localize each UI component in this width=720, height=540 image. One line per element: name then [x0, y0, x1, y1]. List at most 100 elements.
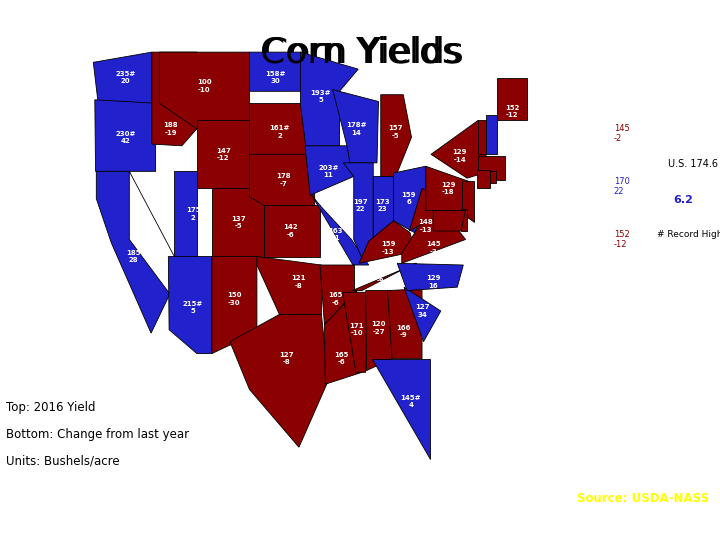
Polygon shape	[394, 166, 426, 233]
Text: 170
22: 170 22	[613, 177, 630, 196]
Polygon shape	[95, 100, 156, 171]
Text: Corn Yields: Corn Yields	[260, 35, 460, 69]
Text: 188
-19: 188 -19	[163, 122, 178, 136]
Polygon shape	[300, 52, 359, 146]
Text: # Record High: # Record High	[657, 230, 720, 239]
Text: 203#
11: 203# 11	[318, 165, 338, 178]
Polygon shape	[305, 146, 354, 195]
Text: 137
-5: 137 -5	[231, 215, 246, 229]
Polygon shape	[312, 195, 369, 265]
Polygon shape	[402, 215, 466, 264]
Polygon shape	[372, 359, 430, 459]
Polygon shape	[212, 256, 257, 354]
Polygon shape	[461, 209, 467, 231]
Text: Source: USDA-NASS: Source: USDA-NASS	[577, 491, 709, 504]
Polygon shape	[343, 163, 373, 256]
Text: U.S. 174.6 #: U.S. 174.6 #	[668, 159, 720, 169]
Polygon shape	[426, 166, 469, 211]
Polygon shape	[486, 115, 497, 154]
Text: 193#
5: 193# 5	[310, 90, 331, 103]
Polygon shape	[477, 170, 490, 188]
Text: 178
-7: 178 -7	[276, 173, 290, 187]
Polygon shape	[387, 289, 422, 359]
Text: 6.2: 6.2	[673, 194, 693, 205]
Text: Top: 2016 Yield: Top: 2016 Yield	[6, 401, 95, 414]
Text: 120
-27: 120 -27	[372, 321, 386, 335]
Text: 147
-12: 147 -12	[216, 147, 230, 161]
Text: 215#
5: 215# 5	[183, 301, 203, 314]
Polygon shape	[249, 154, 315, 205]
Text: 145
-2: 145 -2	[613, 124, 629, 143]
Polygon shape	[174, 171, 197, 256]
Polygon shape	[352, 264, 417, 291]
Text: 142
-6: 142 -6	[284, 224, 298, 238]
Text: 171
-10: 171 -10	[349, 323, 364, 336]
Polygon shape	[462, 181, 474, 222]
Polygon shape	[381, 94, 412, 177]
Text: 152
-12: 152 -12	[613, 230, 629, 249]
Text: Ag Decision Maker: Ag Decision Maker	[564, 526, 709, 540]
Text: 173
23: 173 23	[375, 199, 390, 212]
Polygon shape	[212, 188, 264, 256]
Polygon shape	[478, 156, 505, 180]
Text: 150
-30: 150 -30	[227, 292, 242, 306]
Polygon shape	[478, 120, 486, 154]
Polygon shape	[490, 171, 495, 183]
Polygon shape	[168, 256, 212, 354]
Text: 163
21: 163 21	[328, 228, 343, 241]
Text: 166
-9: 166 -9	[396, 325, 410, 338]
Polygon shape	[343, 292, 368, 372]
Text: 127
34: 127 34	[415, 304, 430, 318]
Text: 127
-8: 127 -8	[279, 352, 294, 366]
Polygon shape	[249, 103, 307, 154]
Polygon shape	[96, 171, 170, 333]
Text: 129
-18: 129 -18	[441, 181, 456, 195]
Text: 185
28: 185 28	[126, 249, 140, 263]
Polygon shape	[152, 52, 197, 146]
Polygon shape	[249, 52, 306, 91]
Polygon shape	[325, 291, 362, 384]
Polygon shape	[230, 314, 328, 447]
Text: 100
-10: 100 -10	[197, 79, 212, 93]
Polygon shape	[373, 177, 394, 243]
Text: 158#
30: 158# 30	[266, 71, 286, 84]
Text: Extension and Outreach/Department of Economics: Extension and Outreach/Department of Eco…	[11, 523, 275, 532]
Polygon shape	[366, 291, 392, 370]
Polygon shape	[264, 205, 320, 256]
Polygon shape	[197, 120, 249, 188]
Text: Corn Yields: Corn Yields	[264, 36, 464, 69]
Text: 121
-8: 121 -8	[291, 275, 305, 289]
Polygon shape	[433, 211, 466, 231]
Text: 178#
14: 178# 14	[346, 122, 366, 136]
Polygon shape	[333, 90, 379, 163]
Text: 129
-14: 129 -14	[452, 149, 467, 163]
Text: IOWA STATE UNIVERSITY: IOWA STATE UNIVERSITY	[11, 491, 235, 505]
Text: Units: Bushels/acre: Units: Bushels/acre	[6, 455, 120, 468]
Text: 151
-9: 151 -9	[374, 270, 388, 284]
Text: Bottom: Change from last year: Bottom: Change from last year	[6, 428, 189, 441]
Text: 159
6: 159 6	[401, 192, 415, 205]
Text: 145#
4: 145# 4	[400, 395, 421, 408]
Text: 197
22: 197 22	[354, 199, 368, 212]
Text: 157
-5: 157 -5	[389, 125, 403, 139]
Text: 175
2: 175 2	[186, 207, 200, 221]
Text: 235#
20: 235# 20	[115, 71, 135, 84]
Text: 159
-13: 159 -13	[381, 241, 395, 255]
Polygon shape	[320, 265, 356, 325]
Text: 161#
2: 161# 2	[269, 125, 289, 139]
Text: 230#
42: 230# 42	[115, 131, 136, 144]
Text: 148
-13: 148 -13	[418, 219, 433, 233]
Polygon shape	[359, 221, 415, 264]
Text: 165
-6: 165 -6	[334, 352, 348, 366]
Polygon shape	[409, 188, 444, 231]
Text: 152
-12: 152 -12	[505, 105, 519, 118]
Polygon shape	[94, 52, 152, 106]
Polygon shape	[159, 52, 249, 129]
Polygon shape	[397, 264, 463, 291]
Polygon shape	[431, 120, 490, 178]
Text: 165
-6: 165 -6	[328, 292, 343, 306]
Polygon shape	[497, 78, 527, 120]
Polygon shape	[257, 256, 321, 314]
Text: 129
16: 129 16	[426, 275, 441, 289]
Text: 145
-3: 145 -3	[426, 241, 441, 255]
